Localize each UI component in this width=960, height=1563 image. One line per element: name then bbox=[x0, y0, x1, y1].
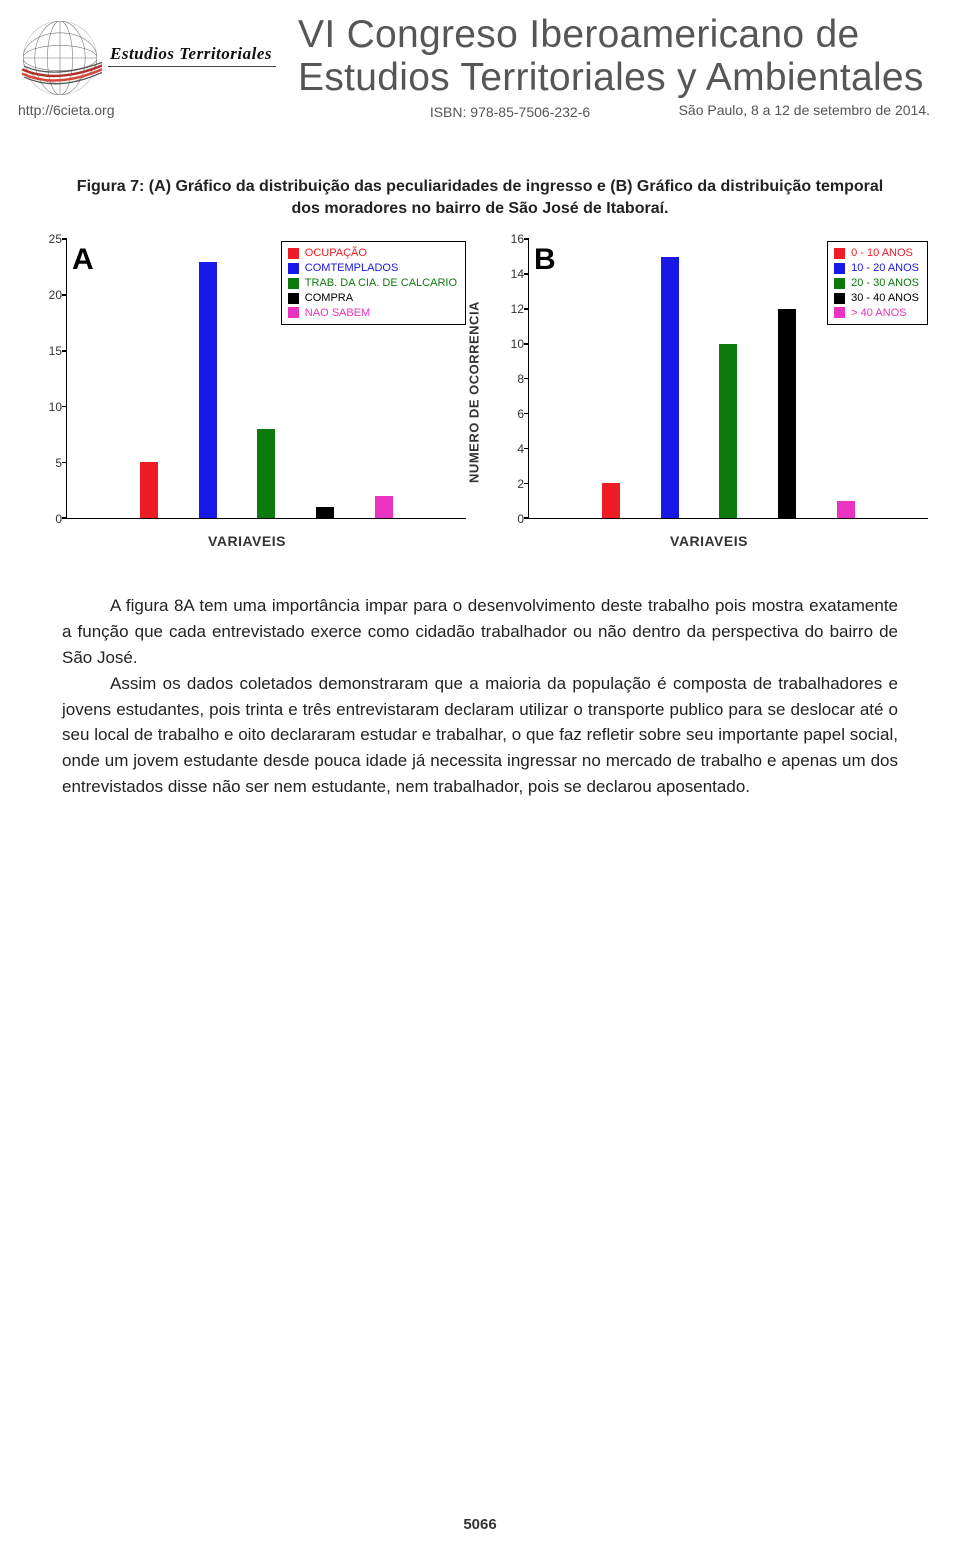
ytick-mark bbox=[62, 462, 67, 464]
ytick-mark bbox=[62, 406, 67, 408]
ytick-label: 25 bbox=[36, 232, 62, 246]
ytick-label: 0 bbox=[498, 512, 524, 526]
legend-swatch bbox=[288, 293, 299, 304]
paragraph-1: A figura 8A tem uma importância impar pa… bbox=[62, 593, 898, 670]
charts-row: A 0510152025 OCUPAÇÃOCOMTEMPLADOSTRAB. D… bbox=[18, 227, 938, 557]
legend-label: > 40 ANOS bbox=[851, 306, 906, 321]
legend-row: > 40 ANOS bbox=[834, 306, 919, 321]
title-line-1: VI Congreso Iberoamericano de bbox=[298, 14, 930, 57]
bar bbox=[316, 507, 334, 518]
legend-label: 10 - 20 ANOS bbox=[851, 261, 919, 276]
ytick-mark bbox=[524, 378, 529, 380]
ytick-mark bbox=[524, 413, 529, 415]
legend-label: NAO SABEM bbox=[305, 306, 370, 321]
ytick-label: 2 bbox=[498, 477, 524, 491]
chart-b: B NUMERO DE OCORRENCIA 0246810121416 0 -… bbox=[480, 227, 938, 557]
legend-row: COMTEMPLADOS bbox=[288, 261, 457, 276]
xlabel-a: VARIAVEIS bbox=[208, 533, 286, 549]
chart-a: A 0510152025 OCUPAÇÃOCOMTEMPLADOSTRAB. D… bbox=[18, 227, 476, 557]
body-text: A figura 8A tem uma importância impar pa… bbox=[62, 593, 898, 800]
legend-row: TRAB. DA CIA. DE CALCARIO bbox=[288, 276, 457, 291]
ytick-label: 4 bbox=[498, 442, 524, 456]
legend-swatch bbox=[834, 293, 845, 304]
ytick-mark bbox=[524, 238, 529, 240]
figure-caption: Figura 7: (A) Gráfico da distribuição da… bbox=[62, 176, 898, 219]
title-line-2: Estudios Territoriales y Ambientales bbox=[298, 57, 930, 100]
ytick-label: 15 bbox=[36, 344, 62, 358]
legend-row: NAO SABEM bbox=[288, 306, 457, 321]
ytick-label: 16 bbox=[498, 232, 524, 246]
legend-swatch bbox=[288, 248, 299, 259]
content: Figura 7: (A) Gráfico da distribuição da… bbox=[0, 120, 960, 800]
bar bbox=[778, 309, 796, 518]
bar bbox=[837, 501, 855, 518]
ytick-label: 14 bbox=[498, 267, 524, 281]
brand-text: Estudios Territoriales bbox=[108, 44, 276, 67]
legend-swatch bbox=[288, 263, 299, 274]
legend-row: 30 - 40 ANOS bbox=[834, 291, 919, 306]
ytick-label: 10 bbox=[36, 400, 62, 414]
bar bbox=[719, 344, 737, 518]
ytick-mark bbox=[62, 350, 67, 352]
venue-text: São Paulo, 8 a 12 de setembro de 2014. bbox=[679, 102, 930, 118]
ytick-mark bbox=[62, 238, 67, 240]
ylabel-b: NUMERO DE OCORRENCIA bbox=[467, 301, 482, 483]
ytick-mark bbox=[524, 517, 529, 519]
paragraph-2: Assim os dados coletados demonstraram qu… bbox=[62, 671, 898, 800]
legend-label: OCUPAÇÃO bbox=[305, 246, 367, 261]
globe-icon bbox=[18, 16, 102, 100]
legend-label: TRAB. DA CIA. DE CALCARIO bbox=[305, 276, 457, 291]
bar bbox=[199, 262, 217, 519]
bar bbox=[602, 483, 620, 518]
legend-label: 30 - 40 ANOS bbox=[851, 291, 919, 306]
legend-a: OCUPAÇÃOCOMTEMPLADOSTRAB. DA CIA. DE CAL… bbox=[281, 241, 466, 325]
page-number: 5066 bbox=[463, 1516, 496, 1533]
legend-swatch bbox=[288, 278, 299, 289]
ytick-label: 6 bbox=[498, 407, 524, 421]
page-header: Estudios Territoriales VI Congreso Ibero… bbox=[0, 0, 960, 100]
legend-label: COMTEMPLADOS bbox=[305, 261, 399, 276]
ytick-label: 5 bbox=[36, 456, 62, 470]
legend-label: 20 - 30 ANOS bbox=[851, 276, 919, 291]
ytick-mark bbox=[524, 448, 529, 450]
ytick-mark bbox=[62, 517, 67, 519]
legend-swatch bbox=[834, 278, 845, 289]
ytick-label: 8 bbox=[498, 372, 524, 386]
yticks-b: 0246810121416 bbox=[498, 239, 524, 519]
legend-swatch bbox=[834, 307, 845, 318]
ytick-mark bbox=[524, 483, 529, 485]
bar bbox=[140, 462, 158, 518]
legend-row: 10 - 20 ANOS bbox=[834, 261, 919, 276]
bar bbox=[375, 496, 393, 518]
legend-b: 0 - 10 ANOS10 - 20 ANOS20 - 30 ANOS30 - … bbox=[827, 241, 928, 325]
legend-swatch bbox=[834, 248, 845, 259]
ytick-mark bbox=[524, 273, 529, 275]
ytick-label: 12 bbox=[498, 302, 524, 316]
logo-block: Estudios Territoriales bbox=[18, 10, 278, 100]
legend-swatch bbox=[834, 263, 845, 274]
congress-title: VI Congreso Iberoamericano de Estudios T… bbox=[298, 10, 930, 100]
legend-row: 20 - 30 ANOS bbox=[834, 276, 919, 291]
site-url: http://6cieta.org bbox=[18, 102, 115, 118]
bar bbox=[661, 257, 679, 519]
legend-swatch bbox=[288, 307, 299, 318]
ytick-mark bbox=[62, 294, 67, 296]
legend-row: 0 - 10 ANOS bbox=[834, 246, 919, 261]
legend-label: 0 - 10 ANOS bbox=[851, 246, 913, 261]
legend-label: COMPRA bbox=[305, 291, 353, 306]
ytick-mark bbox=[524, 308, 529, 310]
ytick-label: 0 bbox=[36, 512, 62, 526]
legend-row: OCUPAÇÃO bbox=[288, 246, 457, 261]
ytick-label: 10 bbox=[498, 337, 524, 351]
xlabel-b: VARIAVEIS bbox=[670, 533, 748, 549]
ytick-mark bbox=[524, 343, 529, 345]
bar bbox=[257, 429, 275, 518]
ytick-label: 20 bbox=[36, 288, 62, 302]
legend-row: COMPRA bbox=[288, 291, 457, 306]
page-root: Estudios Territoriales VI Congreso Ibero… bbox=[0, 0, 960, 1563]
yticks-a: 0510152025 bbox=[36, 239, 62, 519]
